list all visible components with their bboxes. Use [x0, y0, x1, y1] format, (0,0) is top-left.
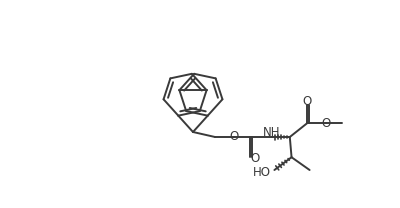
Text: HO: HO: [252, 166, 270, 178]
Text: O: O: [302, 95, 312, 108]
Text: O: O: [230, 130, 239, 144]
Text: NH: NH: [263, 125, 280, 139]
Text: O: O: [322, 117, 331, 130]
Text: O: O: [251, 152, 260, 165]
